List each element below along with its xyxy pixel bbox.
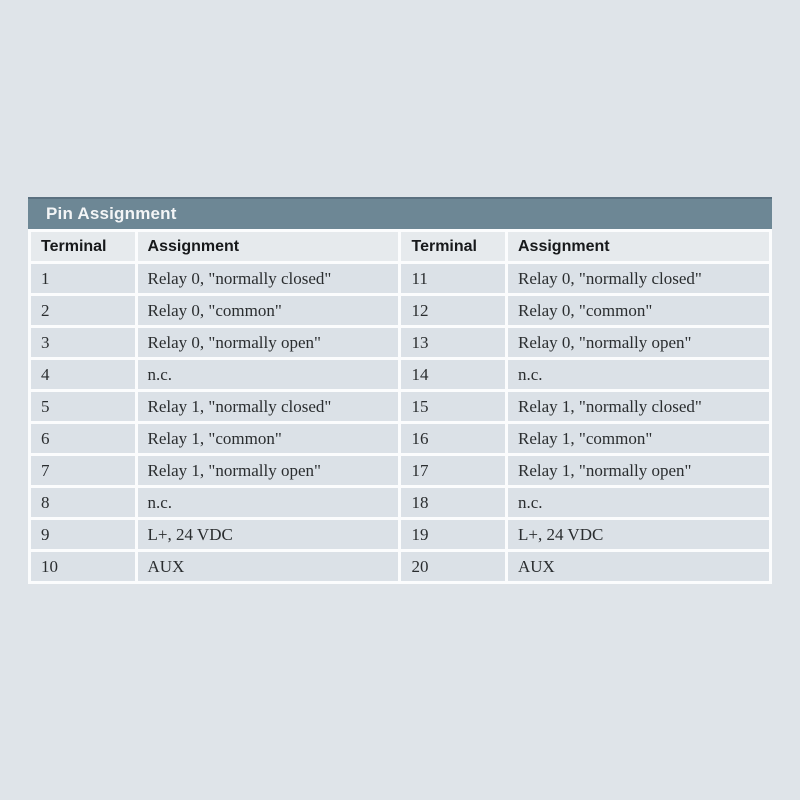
- column-header-assignment-left: Assignment: [137, 232, 399, 261]
- assignment-cell: L+, 24 VDC: [137, 520, 399, 549]
- assignment-cell: Relay 0, "normally closed": [137, 264, 399, 293]
- table-row: 8 n.c. 18 n.c.: [31, 488, 769, 517]
- terminal-cell: 1: [31, 264, 135, 293]
- terminal-cell: 8: [31, 488, 135, 517]
- terminal-cell: 3: [31, 328, 135, 357]
- assignment-cell: Relay 0, "common": [508, 296, 769, 325]
- table-row: 6 Relay 1, "common" 16 Relay 1, "common": [31, 424, 769, 453]
- assignment-cell: Relay 1, "normally open": [508, 456, 769, 485]
- terminal-cell: 9: [31, 520, 135, 549]
- panel-title: Pin Assignment: [46, 204, 177, 223]
- assignment-cell: n.c.: [137, 360, 399, 389]
- assignment-cell: n.c.: [137, 488, 399, 517]
- terminal-cell: 10: [31, 552, 135, 581]
- terminal-cell: 18: [401, 488, 505, 517]
- column-header-assignment-right: Assignment: [508, 232, 769, 261]
- column-header-terminal-right: Terminal: [401, 232, 505, 261]
- terminal-cell: 4: [31, 360, 135, 389]
- assignment-cell: AUX: [137, 552, 399, 581]
- table-row: 7 Relay 1, "normally open" 17 Relay 1, "…: [31, 456, 769, 485]
- header-row: Terminal Assignment Terminal Assignment: [31, 232, 769, 261]
- terminal-cell: 14: [401, 360, 505, 389]
- table-row: 2 Relay 0, "common" 12 Relay 0, "common": [31, 296, 769, 325]
- terminal-cell: 2: [31, 296, 135, 325]
- table-row: 3 Relay 0, "normally open" 13 Relay 0, "…: [31, 328, 769, 357]
- table-row: 5 Relay 1, "normally closed" 15 Relay 1,…: [31, 392, 769, 421]
- assignment-cell: Relay 0, "normally open": [508, 328, 769, 357]
- terminal-cell: 15: [401, 392, 505, 421]
- pin-table-body: 1 Relay 0, "normally closed" 11 Relay 0,…: [31, 264, 769, 581]
- assignment-cell: Relay 1, "common": [508, 424, 769, 453]
- panel-title-bar: Pin Assignment: [28, 197, 772, 229]
- assignment-cell: Relay 1, "normally closed": [137, 392, 399, 421]
- terminal-cell: 20: [401, 552, 505, 581]
- assignment-cell: AUX: [508, 552, 769, 581]
- assignment-cell: n.c.: [508, 488, 769, 517]
- assignment-cell: Relay 1, "normally closed": [508, 392, 769, 421]
- terminal-cell: 6: [31, 424, 135, 453]
- assignment-cell: Relay 0, "normally open": [137, 328, 399, 357]
- assignment-cell: L+, 24 VDC: [508, 520, 769, 549]
- assignment-cell: Relay 1, "normally open": [137, 456, 399, 485]
- assignment-cell: n.c.: [508, 360, 769, 389]
- terminal-cell: 7: [31, 456, 135, 485]
- assignment-cell: Relay 0, "normally closed": [508, 264, 769, 293]
- assignment-cell: Relay 1, "common": [137, 424, 399, 453]
- column-header-terminal-left: Terminal: [31, 232, 135, 261]
- table-row: 1 Relay 0, "normally closed" 11 Relay 0,…: [31, 264, 769, 293]
- pin-table-header: Terminal Assignment Terminal Assignment: [31, 232, 769, 261]
- terminal-cell: 17: [401, 456, 505, 485]
- table-row: 4 n.c. 14 n.c.: [31, 360, 769, 389]
- assignment-cell: Relay 0, "common": [137, 296, 399, 325]
- terminal-cell: 16: [401, 424, 505, 453]
- terminal-cell: 11: [401, 264, 505, 293]
- table-row: 10 AUX 20 AUX: [31, 552, 769, 581]
- pin-assignment-table: Terminal Assignment Terminal Assignment …: [28, 229, 772, 584]
- terminal-cell: 19: [401, 520, 505, 549]
- table-row: 9 L+, 24 VDC 19 L+, 24 VDC: [31, 520, 769, 549]
- terminal-cell: 13: [401, 328, 505, 357]
- terminal-cell: 5: [31, 392, 135, 421]
- terminal-cell: 12: [401, 296, 505, 325]
- pin-assignment-panel: Pin Assignment Terminal Assignment Termi…: [28, 197, 772, 584]
